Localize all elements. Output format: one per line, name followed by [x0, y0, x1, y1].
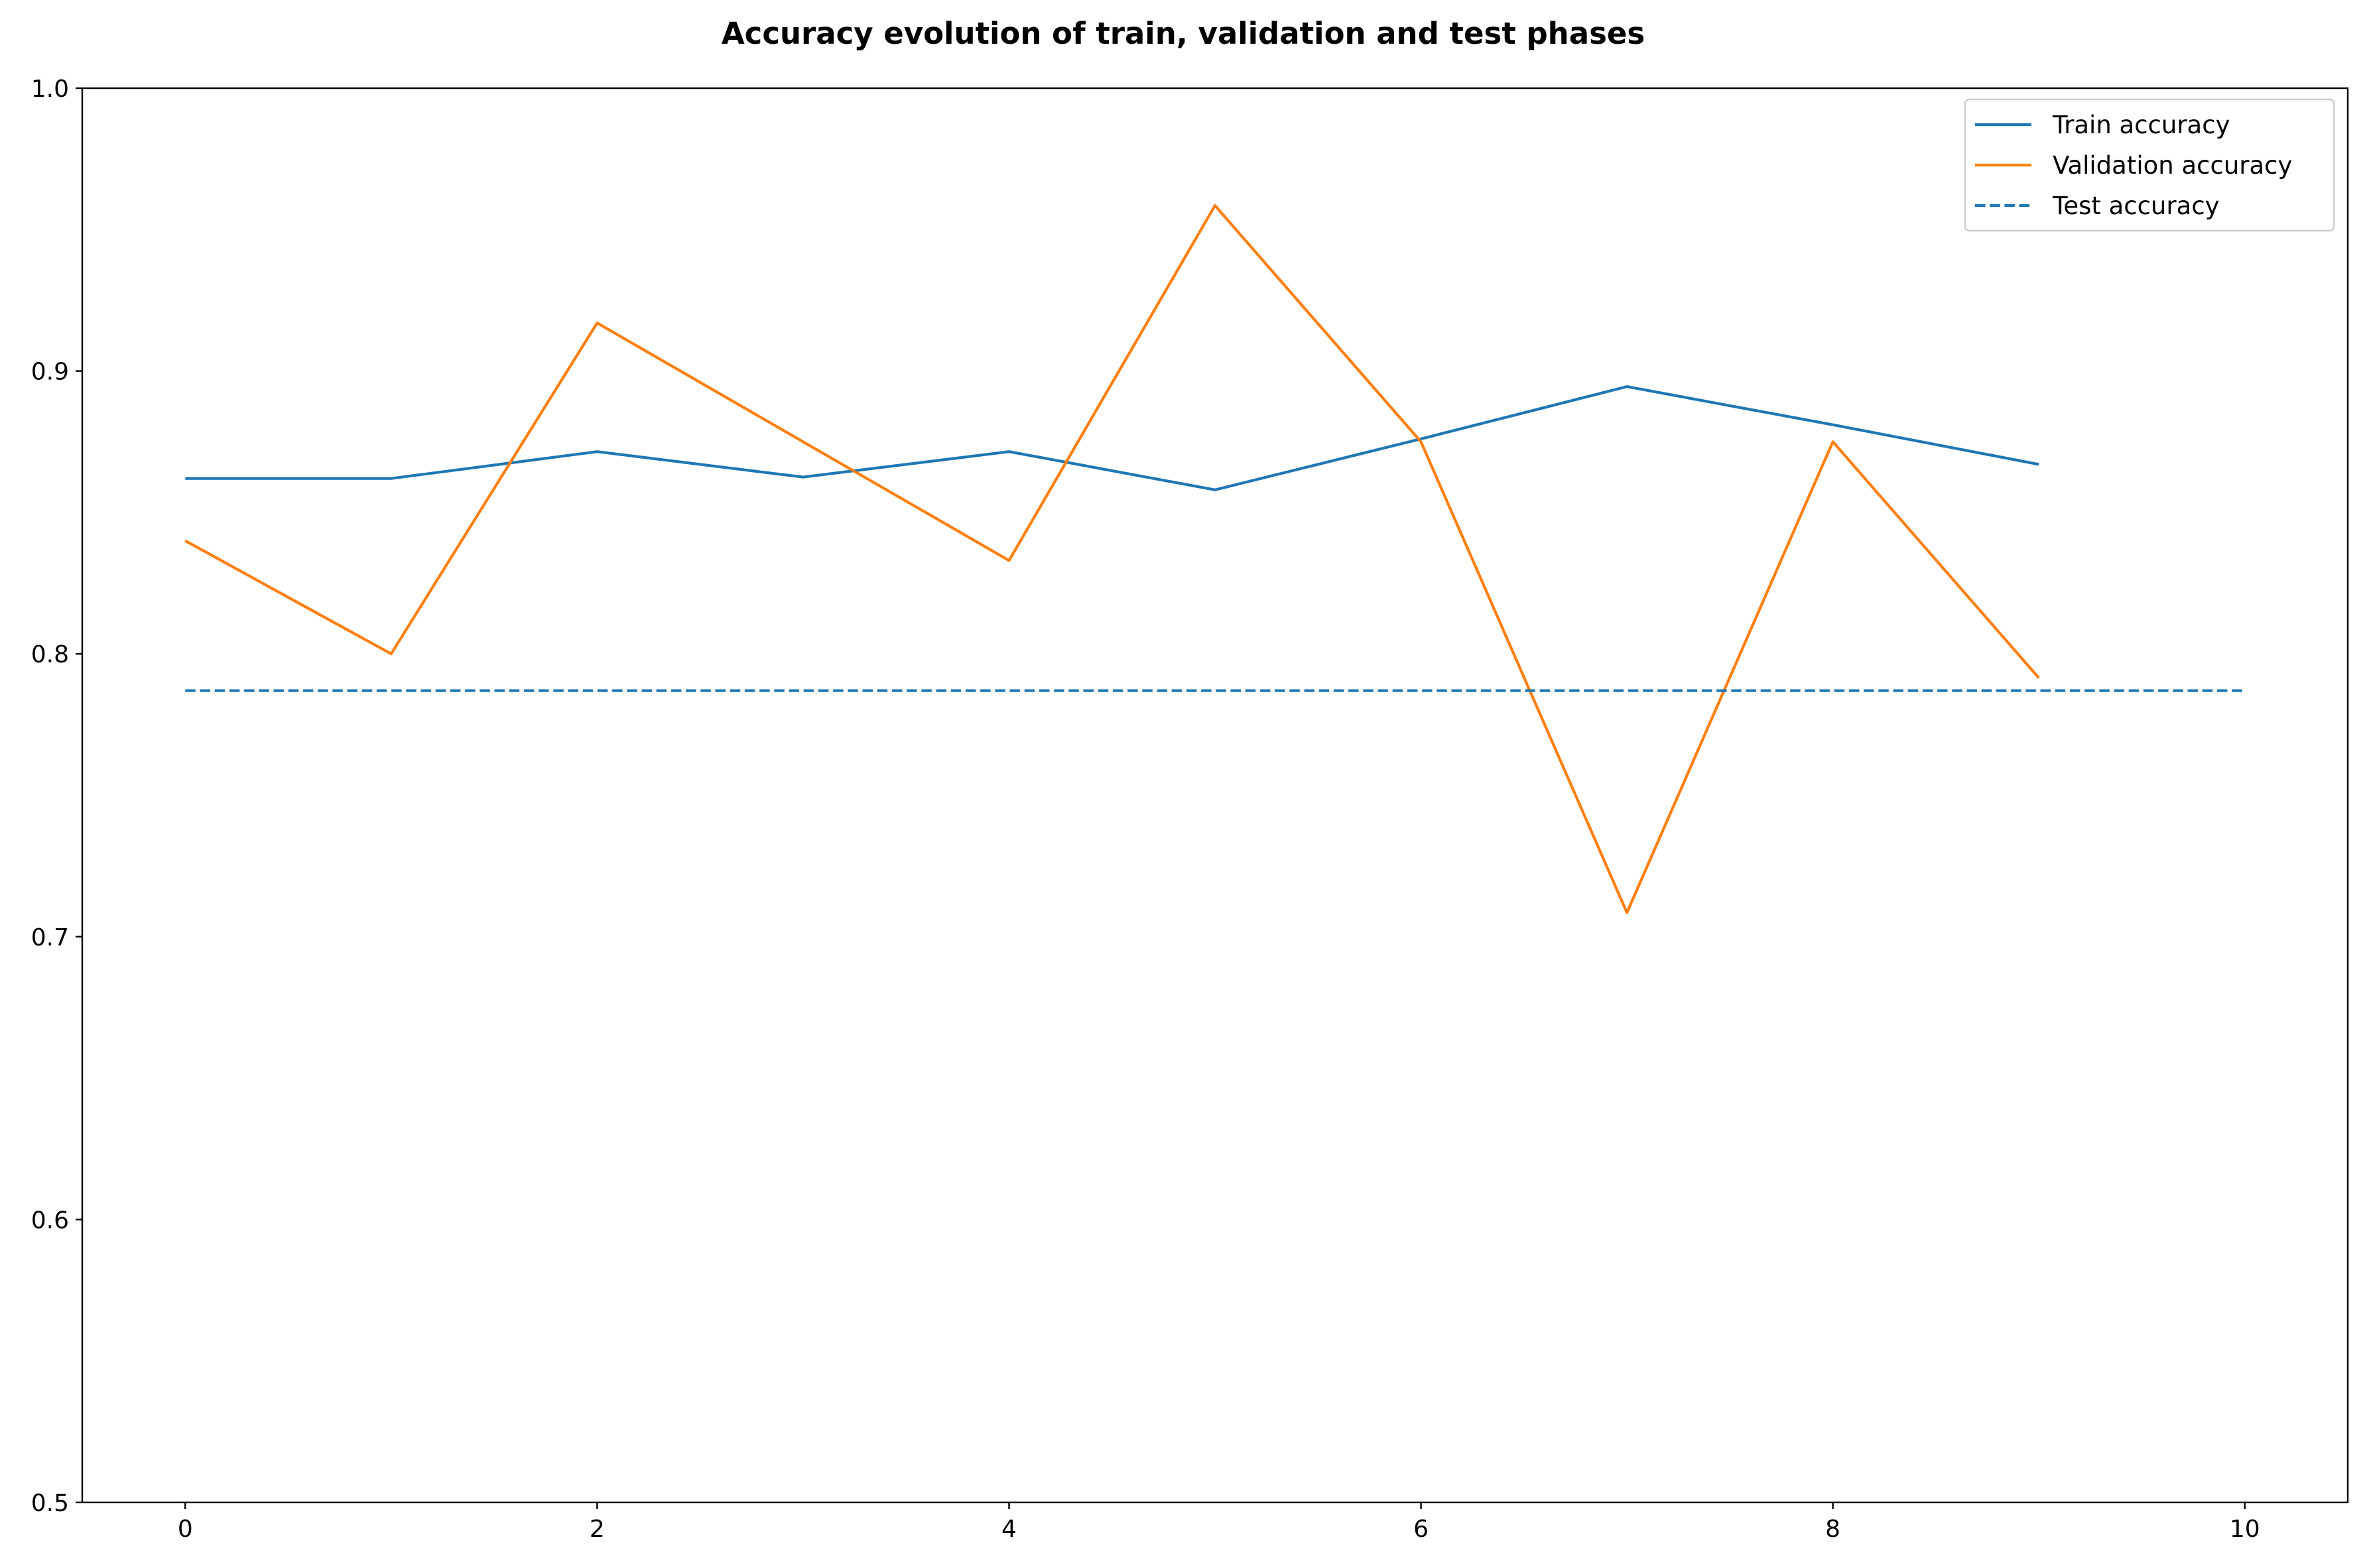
chart-title: Accuracy evolution of train, validation … [722, 16, 1645, 51]
y-tick-label: 0.8 [31, 641, 69, 668]
x-tick-label: 10 [2230, 1516, 2260, 1543]
series-line-1 [185, 385, 2039, 491]
y-tick-label: 1.0 [31, 76, 69, 103]
x-tick-label: 6 [1413, 1516, 1429, 1543]
y-tick-label: 0.6 [31, 1207, 69, 1234]
series-layer [184, 204, 2245, 914]
y-tick-label: 0.7 [31, 924, 69, 951]
y-tick-label: 0.9 [31, 359, 69, 386]
y-tick-label: 0.5 [31, 1490, 69, 1517]
legend-label-3: Test accuracy [2052, 192, 2220, 220]
x-tick-label: 4 [1001, 1516, 1017, 1543]
series-line-2 [184, 204, 2040, 914]
legend: Train accuracy Validation accuracy Test ac… [1964, 98, 2335, 232]
x-tick-label: 2 [590, 1516, 605, 1543]
axes-layer: 0 2 4 6 8 10 0.5 0.6 0.7 0.8 0.9 1.0 [31, 76, 2349, 1543]
x-tick-label: 0 [178, 1516, 193, 1543]
legend-label-2: Validation accuracy [2053, 151, 2292, 180]
plot-frame [81, 87, 2349, 1504]
x-tick-label: 8 [1825, 1516, 1840, 1543]
legend-box [1964, 98, 2335, 232]
legend-label-1: Train accuracy [2052, 111, 2230, 139]
